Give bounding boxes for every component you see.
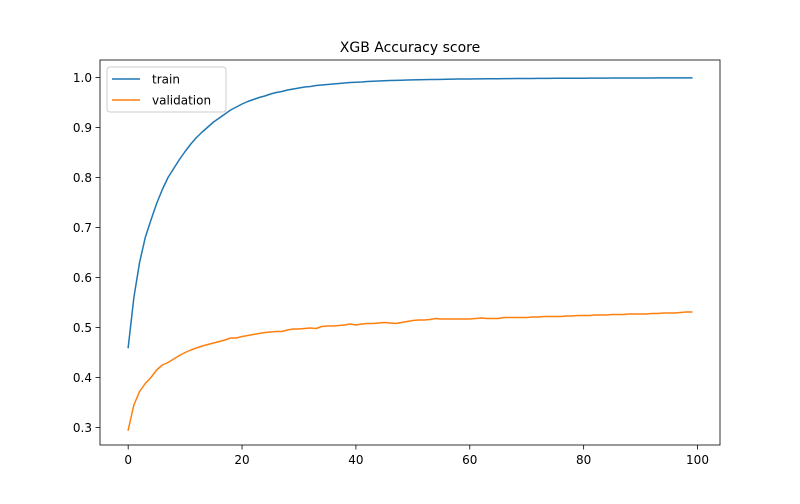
legend-label-validation: validation [152,93,211,107]
y-tick-label: 0.9 [73,121,92,135]
x-tick-label: 40 [348,453,363,467]
y-tick-label: 0.4 [73,371,92,385]
axes-layer: 0 20 40 60 80 100 0.3 0.4 0.5 0.6 0.7 0.8 0.9 1.0 [73,59,721,467]
plot-frame [99,59,721,446]
x-tick-label: 60 [462,453,477,467]
x-tick-label: 0 [124,453,132,467]
y-tick-label: 0.5 [73,321,92,335]
y-tick-label: 0.3 [73,421,92,435]
chart-title: XGB Accuracy score [340,40,480,56]
series-layer [127,77,693,431]
y-tick-label: 0.8 [73,171,92,185]
legend: train validation [106,66,227,113]
x-tick-label: 20 [234,453,249,467]
x-tick-label: 100 [686,453,709,467]
legend-label-train: train [152,72,180,86]
series-line-train [127,77,693,349]
y-tick-label: 0.6 [73,271,92,285]
y-tick-label: 0.7 [73,221,92,235]
series-line-validation [127,311,693,431]
x-tick-label: 80 [576,453,591,467]
y-tick-label: 1.0 [73,71,92,85]
